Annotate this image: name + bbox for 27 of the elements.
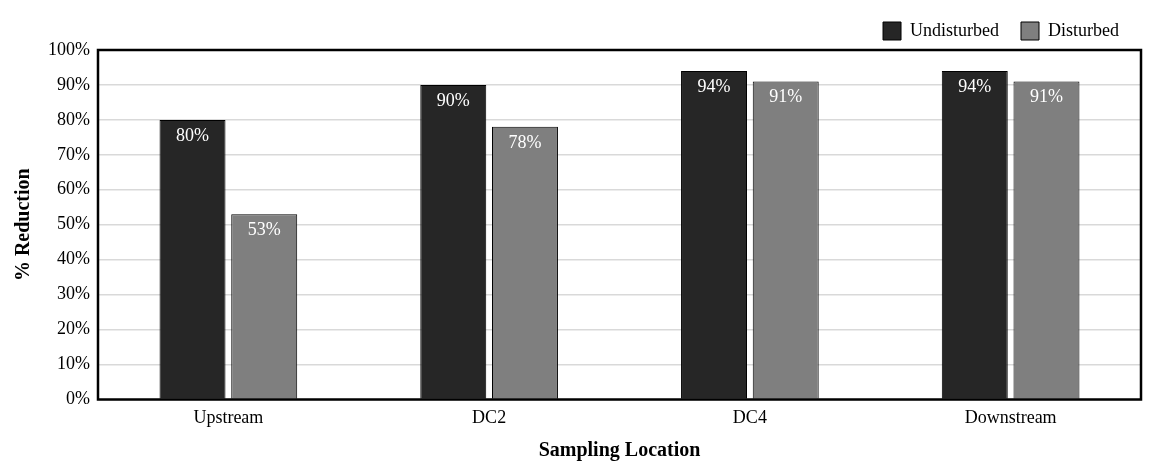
y-tick-label: 100% [47, 38, 90, 59]
text: 91% [769, 86, 803, 107]
text: 78% [508, 131, 542, 152]
text: 94% [697, 75, 731, 96]
y-tick-label: 0% [65, 388, 90, 409]
y-tick-label: 40% [56, 248, 90, 269]
text: 53% [247, 218, 281, 239]
text: 90% [436, 89, 470, 110]
text: 80% [176, 124, 210, 145]
legend-label: Undisturbed [910, 19, 1000, 40]
y-tick-label: 10% [56, 353, 90, 374]
y-tick-label: 90% [56, 73, 90, 94]
y-tick-label: 60% [56, 178, 90, 199]
y-axis-title: % Reduction [11, 168, 34, 282]
y-tick-label: 80% [56, 108, 90, 129]
x-tick-label: DC2 [472, 406, 507, 427]
legend-label: Disturbed [1048, 19, 1120, 40]
x-tick-label: Upstream [193, 406, 264, 427]
text: 91% [1029, 86, 1063, 107]
text: 94% [958, 75, 992, 96]
y-tick-label: 70% [56, 143, 90, 164]
x-tick-label: Downstream [964, 406, 1057, 427]
y-tick-label: 20% [56, 318, 90, 339]
y-tick-label: 50% [56, 213, 90, 234]
x-axis-title: Sampling Location [538, 438, 701, 462]
x-tick-label: DC4 [732, 406, 767, 427]
y-tick-label: 30% [56, 283, 90, 304]
